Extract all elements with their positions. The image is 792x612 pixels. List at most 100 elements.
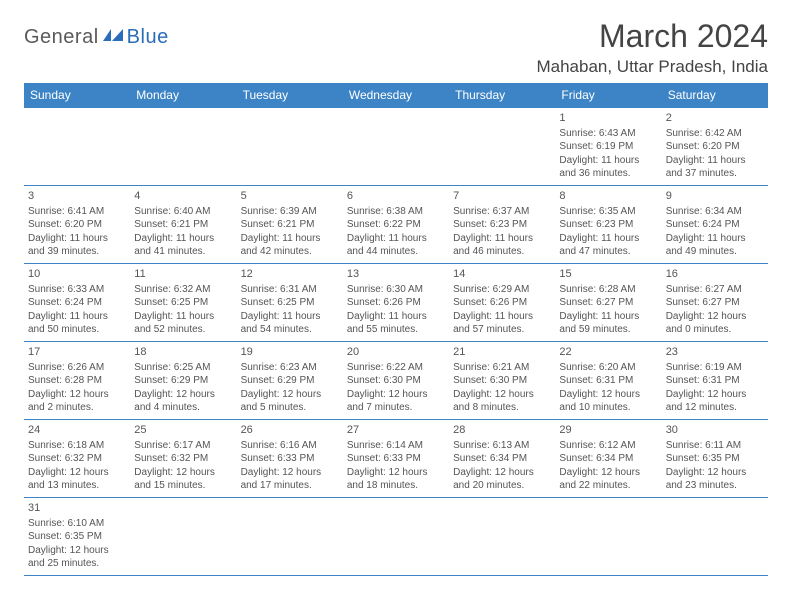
day-number: 5 bbox=[241, 189, 339, 204]
day-info-line: Sunrise: 6:29 AM bbox=[453, 283, 551, 297]
calendar-day: 8Sunrise: 6:35 AMSunset: 6:23 PMDaylight… bbox=[555, 186, 661, 264]
day-info-line: Sunset: 6:30 PM bbox=[453, 374, 551, 388]
day-info-line: Daylight: 12 hours bbox=[28, 388, 126, 402]
calendar-day: 16Sunrise: 6:27 AMSunset: 6:27 PMDayligh… bbox=[662, 264, 768, 342]
day-info-line: Daylight: 12 hours bbox=[559, 388, 657, 402]
day-info-line: Sunset: 6:32 PM bbox=[28, 452, 126, 466]
day-info-line: Sunset: 6:27 PM bbox=[559, 296, 657, 310]
day-info-line: Sunset: 6:25 PM bbox=[241, 296, 339, 310]
day-info-line: Sunset: 6:34 PM bbox=[559, 452, 657, 466]
day-info-line: and 46 minutes. bbox=[453, 245, 551, 259]
day-number: 11 bbox=[134, 267, 232, 282]
day-info-line: Sunrise: 6:31 AM bbox=[241, 283, 339, 297]
day-info-line: Daylight: 11 hours bbox=[559, 232, 657, 246]
day-info-line: and 10 minutes. bbox=[559, 401, 657, 415]
calendar-day: 17Sunrise: 6:26 AMSunset: 6:28 PMDayligh… bbox=[24, 342, 130, 420]
day-info-line: Sunrise: 6:16 AM bbox=[241, 439, 339, 453]
day-info-line: and 2 minutes. bbox=[28, 401, 126, 415]
calendar-empty bbox=[449, 108, 555, 186]
calendar-empty bbox=[130, 108, 236, 186]
day-info-line: Sunrise: 6:19 AM bbox=[666, 361, 764, 375]
day-info-line: and 52 minutes. bbox=[134, 323, 232, 337]
day-info-line: Sunset: 6:19 PM bbox=[559, 140, 657, 154]
day-info-line: Daylight: 12 hours bbox=[666, 466, 764, 480]
calendar-day: 14Sunrise: 6:29 AMSunset: 6:26 PMDayligh… bbox=[449, 264, 555, 342]
day-number: 15 bbox=[559, 267, 657, 282]
day-info-line: Daylight: 12 hours bbox=[28, 466, 126, 480]
calendar-day: 24Sunrise: 6:18 AMSunset: 6:32 PMDayligh… bbox=[24, 420, 130, 498]
day-info-line: and 39 minutes. bbox=[28, 245, 126, 259]
day-info-line: and 7 minutes. bbox=[347, 401, 445, 415]
calendar-day: 3Sunrise: 6:41 AMSunset: 6:20 PMDaylight… bbox=[24, 186, 130, 264]
calendar-day: 28Sunrise: 6:13 AMSunset: 6:34 PMDayligh… bbox=[449, 420, 555, 498]
calendar-day: 22Sunrise: 6:20 AMSunset: 6:31 PMDayligh… bbox=[555, 342, 661, 420]
day-header: Thursday bbox=[449, 83, 555, 108]
day-info-line: Daylight: 11 hours bbox=[28, 232, 126, 246]
day-number: 7 bbox=[453, 189, 551, 204]
day-info-line: Daylight: 12 hours bbox=[666, 310, 764, 324]
day-number: 21 bbox=[453, 345, 551, 360]
day-info-line: Sunrise: 6:43 AM bbox=[559, 127, 657, 141]
day-info-line: Sunset: 6:22 PM bbox=[347, 218, 445, 232]
day-header: Sunday bbox=[24, 83, 130, 108]
day-number: 6 bbox=[347, 189, 445, 204]
day-info-line: Sunset: 6:21 PM bbox=[134, 218, 232, 232]
day-info-line: and 54 minutes. bbox=[241, 323, 339, 337]
day-info-line: Sunset: 6:29 PM bbox=[134, 374, 232, 388]
day-info-line: Daylight: 12 hours bbox=[241, 388, 339, 402]
day-info-line: Sunset: 6:33 PM bbox=[347, 452, 445, 466]
day-info-line: Sunrise: 6:40 AM bbox=[134, 205, 232, 219]
day-number: 24 bbox=[28, 423, 126, 438]
day-number: 26 bbox=[241, 423, 339, 438]
day-info-line: Sunrise: 6:34 AM bbox=[666, 205, 764, 219]
day-number: 3 bbox=[28, 189, 126, 204]
calendar-day: 1Sunrise: 6:43 AMSunset: 6:19 PMDaylight… bbox=[555, 108, 661, 186]
day-info-line: Sunrise: 6:25 AM bbox=[134, 361, 232, 375]
day-number: 14 bbox=[453, 267, 551, 282]
day-info-line: Sunset: 6:21 PM bbox=[241, 218, 339, 232]
day-info-line: and 37 minutes. bbox=[666, 167, 764, 181]
day-number: 2 bbox=[666, 111, 764, 126]
day-info-line: and 22 minutes. bbox=[559, 479, 657, 493]
calendar-empty bbox=[130, 498, 236, 576]
logo-flag-icon bbox=[103, 27, 125, 48]
day-info-line: Sunrise: 6:23 AM bbox=[241, 361, 339, 375]
calendar-empty bbox=[343, 498, 449, 576]
calendar-empty bbox=[237, 108, 343, 186]
day-info-line: Sunset: 6:25 PM bbox=[134, 296, 232, 310]
calendar-day: 21Sunrise: 6:21 AMSunset: 6:30 PMDayligh… bbox=[449, 342, 555, 420]
calendar-empty bbox=[662, 498, 768, 576]
logo-text-blue: Blue bbox=[127, 26, 169, 49]
day-number: 9 bbox=[666, 189, 764, 204]
day-info-line: Daylight: 12 hours bbox=[134, 466, 232, 480]
day-info-line: Sunset: 6:24 PM bbox=[28, 296, 126, 310]
day-info-line: Sunset: 6:32 PM bbox=[134, 452, 232, 466]
calendar-day: 27Sunrise: 6:14 AMSunset: 6:33 PMDayligh… bbox=[343, 420, 449, 498]
day-info-line: and 41 minutes. bbox=[134, 245, 232, 259]
day-info-line: Sunrise: 6:38 AM bbox=[347, 205, 445, 219]
day-info-line: Daylight: 12 hours bbox=[453, 466, 551, 480]
calendar-day: 19Sunrise: 6:23 AMSunset: 6:29 PMDayligh… bbox=[237, 342, 343, 420]
day-info-line: Daylight: 11 hours bbox=[134, 310, 232, 324]
day-info-line: Sunrise: 6:20 AM bbox=[559, 361, 657, 375]
day-info-line: Daylight: 11 hours bbox=[559, 154, 657, 168]
day-info-line: Daylight: 11 hours bbox=[28, 310, 126, 324]
day-info-line: Daylight: 12 hours bbox=[241, 466, 339, 480]
day-info-line: Sunset: 6:26 PM bbox=[453, 296, 551, 310]
day-info-line: and 15 minutes. bbox=[134, 479, 232, 493]
location: Mahaban, Uttar Pradesh, India bbox=[536, 57, 768, 77]
day-info-line: Daylight: 11 hours bbox=[559, 310, 657, 324]
day-info-line: Sunset: 6:35 PM bbox=[666, 452, 764, 466]
day-number: 8 bbox=[559, 189, 657, 204]
day-info-line: and 57 minutes. bbox=[453, 323, 551, 337]
calendar-week: 31Sunrise: 6:10 AMSunset: 6:35 PMDayligh… bbox=[24, 498, 768, 576]
day-info-line: Sunset: 6:23 PM bbox=[453, 218, 551, 232]
calendar-day: 15Sunrise: 6:28 AMSunset: 6:27 PMDayligh… bbox=[555, 264, 661, 342]
calendar-day: 13Sunrise: 6:30 AMSunset: 6:26 PMDayligh… bbox=[343, 264, 449, 342]
day-number: 18 bbox=[134, 345, 232, 360]
calendar-week: 24Sunrise: 6:18 AMSunset: 6:32 PMDayligh… bbox=[24, 420, 768, 498]
day-info-line: Sunrise: 6:21 AM bbox=[453, 361, 551, 375]
day-header: Monday bbox=[130, 83, 236, 108]
day-info-line: and 20 minutes. bbox=[453, 479, 551, 493]
day-info-line: Daylight: 11 hours bbox=[134, 232, 232, 246]
